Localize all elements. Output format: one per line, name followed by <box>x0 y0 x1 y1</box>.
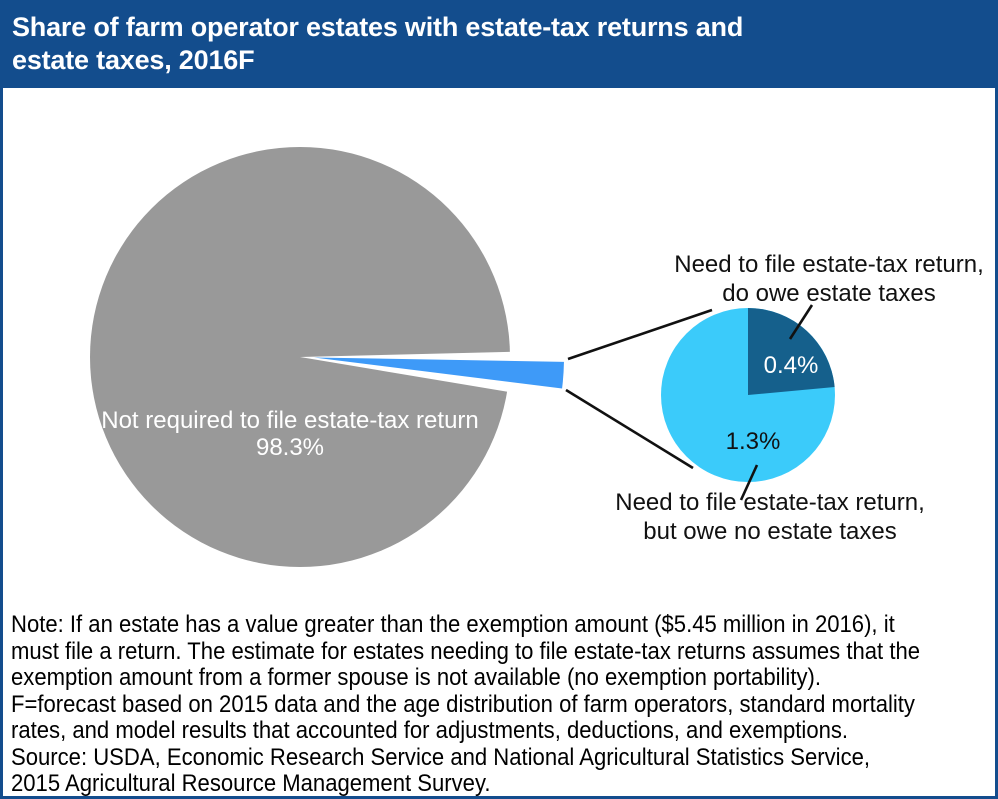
footnote: Note: If an estate has a value greater t… <box>11 611 921 797</box>
callout-leader-line-bottom <box>739 464 759 501</box>
chart-title: Share of farm operator estates with esta… <box>12 12 744 75</box>
zoom-dark-value-label: 0.4% <box>763 352 819 379</box>
callout-leader-line-top <box>788 304 814 340</box>
zoom-dark-callout-label: Need to file estate-tax return, do owe e… <box>674 251 984 307</box>
pie-chart-svg <box>90 147 835 567</box>
chart-header: Share of farm operator estates with esta… <box>3 3 995 88</box>
main-pie-sliver-need-to-file <box>314 357 564 389</box>
chart-area: Not required to file estate-tax return 9… <box>3 88 995 612</box>
magnifier-cone-line-bottom <box>565 388 694 470</box>
zoom-light-callout-label: Need to file estate-tax return, but owe … <box>615 489 925 545</box>
main-slice-label: Not required to file estate-tax return 9… <box>101 407 479 461</box>
magnifier-cone-line-top <box>567 308 713 361</box>
zoom-light-value-label: 1.3% <box>725 428 781 455</box>
zoom-pie-slice-do-owe-taxes <box>748 308 835 395</box>
